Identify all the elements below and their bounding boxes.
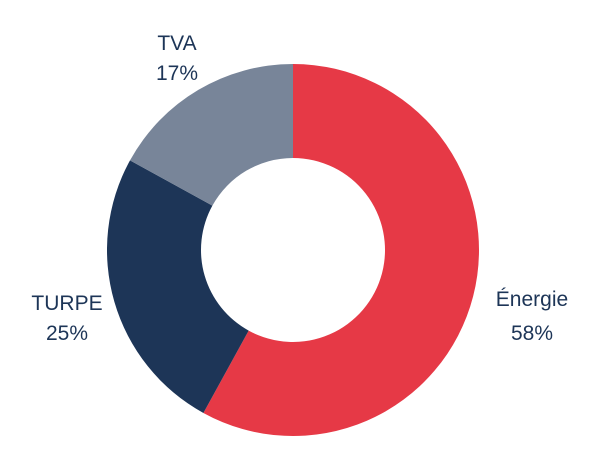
donut-slice-turpe: [106, 160, 249, 413]
donut-slices: [106, 64, 480, 436]
donut-slice-tva: [130, 64, 293, 206]
slice-label-tva-name: TVA: [157, 32, 196, 55]
slice-label-energie-name: Énergie: [496, 288, 568, 311]
slice-label-tva-value: 17%: [156, 62, 198, 85]
donut-slice-energie: [203, 64, 480, 436]
slice-label-turpe-value: 25%: [46, 322, 88, 345]
slice-label-energie-value: 58%: [511, 322, 553, 345]
slice-label-turpe-name: TURPE: [31, 292, 102, 315]
